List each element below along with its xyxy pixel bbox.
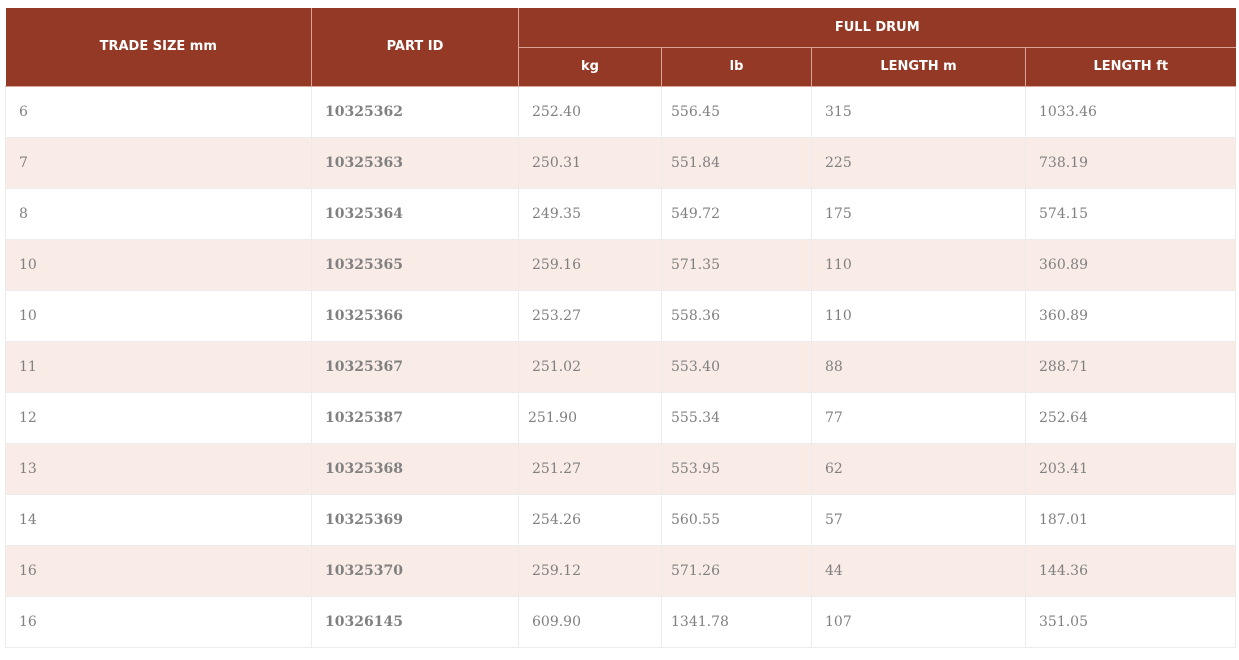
cell-length-m: 175 — [811, 188, 1026, 240]
cell-trade-size: 8 — [5, 188, 312, 240]
cell-length-ft: 360.89 — [1025, 239, 1237, 291]
cell-length-m: 88 — [811, 341, 1026, 393]
cell-lb: 558.36 — [661, 290, 812, 342]
cell-kg: 251.02 — [518, 341, 662, 393]
cell-kg: 609.90 — [518, 596, 662, 648]
cell-kg: 253.27 — [518, 290, 662, 342]
cell-part-id: 10326145 — [311, 596, 519, 648]
cell-lb: 571.35 — [661, 239, 812, 291]
cell-length-ft: 574.15 — [1025, 188, 1237, 240]
table-row: 8 10325364 249.35 549.72 175 574.15 — [5, 188, 1237, 240]
cell-length-ft: 1033.46 — [1025, 86, 1237, 138]
cell-length-ft: 252.64 — [1025, 392, 1237, 444]
cell-lb: 551.84 — [661, 137, 812, 189]
cell-length-ft: 360.89 — [1025, 290, 1237, 342]
header-trade-size: TRADE SIZE mm — [5, 8, 312, 87]
table-row: 16 10325370 259.12 571.26 44 144.36 — [5, 545, 1237, 597]
cell-trade-size: 10 — [5, 290, 312, 342]
cell-part-id: 10325365 — [311, 239, 519, 291]
cell-trade-size: 11 — [5, 341, 312, 393]
cell-trade-size: 10 — [5, 239, 312, 291]
cell-length-ft: 203.41 — [1025, 443, 1237, 495]
drum-spec-table: TRADE SIZE mm PART ID FULL DRUM kg lb LE… — [5, 8, 1237, 648]
cell-part-id: 10325362 — [311, 86, 519, 138]
cell-trade-size: 14 — [5, 494, 312, 546]
cell-part-id: 10325369 — [311, 494, 519, 546]
table-row: 7 10325363 250.31 551.84 225 738.19 — [5, 137, 1237, 189]
cell-trade-size: 16 — [5, 545, 312, 597]
header-length-m: LENGTH m — [811, 47, 1026, 87]
cell-part-id: 10325364 — [311, 188, 519, 240]
header-kg: kg — [518, 47, 662, 87]
cell-trade-size: 6 — [5, 86, 312, 138]
cell-length-ft: 187.01 — [1025, 494, 1237, 546]
cell-kg: 254.26 — [518, 494, 662, 546]
table-row: 12 10325387 251.90 555.34 77 252.64 — [5, 392, 1237, 444]
cell-length-ft: 351.05 — [1025, 596, 1237, 648]
header-full-drum: FULL DRUM — [518, 8, 1236, 48]
cell-kg: 251.90 — [518, 392, 662, 444]
cell-lb: 1341.78 — [661, 596, 812, 648]
drum-spec-table-container: TRADE SIZE mm PART ID FULL DRUM kg lb LE… — [5, 8, 1237, 648]
cell-trade-size: 13 — [5, 443, 312, 495]
cell-lb: 553.40 — [661, 341, 812, 393]
cell-part-id: 10325370 — [311, 545, 519, 597]
header-part-id: PART ID — [311, 8, 519, 87]
cell-part-id: 10325363 — [311, 137, 519, 189]
table-row: 16 10326145 609.90 1341.78 107 351.05 — [5, 596, 1237, 648]
cell-lb: 555.34 — [661, 392, 812, 444]
cell-length-m: 57 — [811, 494, 1026, 546]
cell-kg: 250.31 — [518, 137, 662, 189]
table-row: 10 10325366 253.27 558.36 110 360.89 — [5, 290, 1237, 342]
header-length-ft: LENGTH ft — [1025, 47, 1236, 87]
table-row: 13 10325368 251.27 553.95 62 203.41 — [5, 443, 1237, 495]
table-row: 11 10325367 251.02 553.40 88 288.71 — [5, 341, 1237, 393]
cell-length-m: 110 — [811, 239, 1026, 291]
cell-length-m: 225 — [811, 137, 1026, 189]
cell-part-id: 10325366 — [311, 290, 519, 342]
table-body: 6 10325362 252.40 556.45 315 1033.46 7 1… — [5, 86, 1237, 648]
cell-part-id: 10325367 — [311, 341, 519, 393]
cell-lb: 553.95 — [661, 443, 812, 495]
cell-trade-size: 7 — [5, 137, 312, 189]
cell-length-ft: 144.36 — [1025, 545, 1237, 597]
cell-trade-size: 16 — [5, 596, 312, 648]
header-lb: lb — [661, 47, 812, 87]
cell-part-id: 10325368 — [311, 443, 519, 495]
cell-lb: 560.55 — [661, 494, 812, 546]
cell-length-m: 77 — [811, 392, 1026, 444]
table-row: 14 10325369 254.26 560.55 57 187.01 — [5, 494, 1237, 546]
table-row: 6 10325362 252.40 556.45 315 1033.46 — [5, 86, 1237, 138]
cell-kg: 251.27 — [518, 443, 662, 495]
cell-length-ft: 738.19 — [1025, 137, 1237, 189]
cell-kg: 259.16 — [518, 239, 662, 291]
cell-length-ft: 288.71 — [1025, 341, 1237, 393]
cell-length-m: 107 — [811, 596, 1026, 648]
cell-length-m: 110 — [811, 290, 1026, 342]
cell-kg: 252.40 — [518, 86, 662, 138]
cell-lb: 549.72 — [661, 188, 812, 240]
cell-lb: 571.26 — [661, 545, 812, 597]
cell-length-m: 44 — [811, 545, 1026, 597]
cell-trade-size: 12 — [5, 392, 312, 444]
cell-length-m: 62 — [811, 443, 1026, 495]
cell-lb: 556.45 — [661, 86, 812, 138]
cell-part-id: 10325387 — [311, 392, 519, 444]
table-row: 10 10325365 259.16 571.35 110 360.89 — [5, 239, 1237, 291]
cell-kg: 259.12 — [518, 545, 662, 597]
cell-length-m: 315 — [811, 86, 1026, 138]
cell-kg: 249.35 — [518, 188, 662, 240]
